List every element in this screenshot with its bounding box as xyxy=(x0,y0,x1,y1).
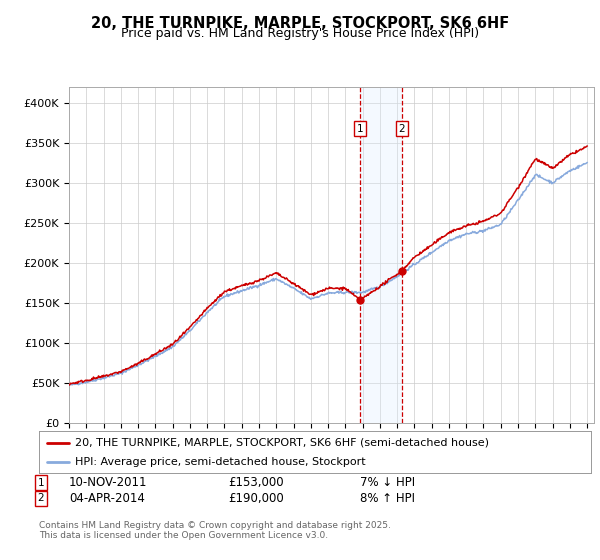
Text: 2: 2 xyxy=(37,493,44,503)
Text: £153,000: £153,000 xyxy=(228,476,284,489)
Text: £190,000: £190,000 xyxy=(228,492,284,505)
Text: 8% ↑ HPI: 8% ↑ HPI xyxy=(360,492,415,505)
Text: 04-APR-2014: 04-APR-2014 xyxy=(69,492,145,505)
Text: 2: 2 xyxy=(398,124,405,134)
Text: 1: 1 xyxy=(357,124,364,134)
Text: 10-NOV-2011: 10-NOV-2011 xyxy=(69,476,148,489)
Text: Price paid vs. HM Land Registry's House Price Index (HPI): Price paid vs. HM Land Registry's House … xyxy=(121,27,479,40)
Bar xyxy=(360,87,402,423)
Text: HPI: Average price, semi-detached house, Stockport: HPI: Average price, semi-detached house,… xyxy=(75,457,365,467)
Text: 20, THE TURNPIKE, MARPLE, STOCKPORT, SK6 6HF (semi-detached house): 20, THE TURNPIKE, MARPLE, STOCKPORT, SK6… xyxy=(75,437,489,447)
Text: 20, THE TURNPIKE, MARPLE, STOCKPORT, SK6 6HF: 20, THE TURNPIKE, MARPLE, STOCKPORT, SK6… xyxy=(91,16,509,31)
Text: 7% ↓ HPI: 7% ↓ HPI xyxy=(360,476,415,489)
Text: 1: 1 xyxy=(37,478,44,488)
Text: Contains HM Land Registry data © Crown copyright and database right 2025.
This d: Contains HM Land Registry data © Crown c… xyxy=(39,521,391,540)
